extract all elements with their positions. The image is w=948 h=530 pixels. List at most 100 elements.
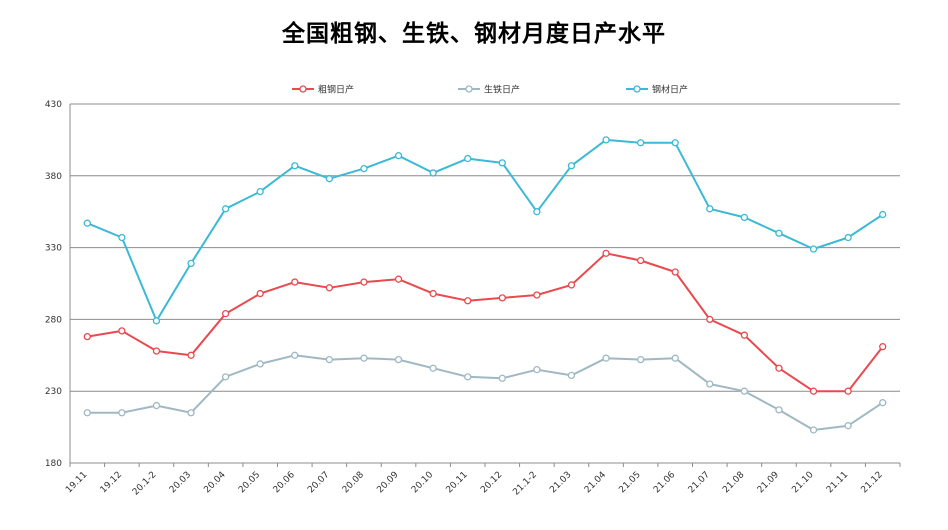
data-point [775, 406, 783, 414]
x-tick-label: 21.09 [756, 470, 781, 495]
data-point [360, 354, 368, 362]
data-point [221, 205, 230, 213]
data-point [533, 208, 541, 216]
data-point [740, 387, 749, 395]
y-tick-label: 230 [45, 387, 62, 397]
data-point [291, 351, 299, 359]
x-tick-label: 20.04 [202, 470, 227, 495]
x-tick-label: 20.12 [479, 470, 504, 495]
data-point [291, 278, 299, 286]
x-tick-label: 21.07 [687, 470, 712, 495]
data-point [775, 229, 783, 237]
data-point [567, 371, 576, 380]
data-point [602, 354, 610, 362]
x-tick-label: 20.1-2 [131, 470, 159, 498]
y-tick-label: 280 [45, 315, 62, 325]
data-point [221, 310, 230, 318]
data-point [360, 164, 368, 173]
legend-label: 粗钢日产 [318, 84, 354, 96]
data-point [498, 374, 506, 382]
data-point [187, 259, 195, 268]
series-line-0 [87, 252, 884, 393]
data-point [464, 373, 472, 381]
x-tick-label: 20.07 [306, 470, 331, 495]
series-line-2 [86, 138, 884, 322]
data-point [809, 387, 818, 395]
data-point [671, 354, 679, 362]
x-tick-label: 21.10 [790, 470, 815, 495]
data-point [394, 152, 403, 160]
data-point [636, 355, 645, 364]
data-point [706, 380, 714, 388]
x-tick-label: 20.06 [272, 470, 297, 495]
data-point [118, 409, 126, 417]
data-point [464, 297, 472, 305]
data-point [775, 364, 783, 372]
legend-label: 生铁日产 [484, 84, 520, 96]
data-point [602, 136, 610, 144]
data-point [256, 187, 264, 196]
data-point [256, 360, 264, 368]
x-tick-label: 20.05 [237, 470, 262, 495]
x-tick-label: 21.11 [825, 470, 850, 495]
data-point [844, 233, 852, 242]
data-point [429, 364, 437, 372]
data-point [83, 409, 91, 417]
x-tick-label: 20.09 [375, 470, 400, 495]
data-point [636, 256, 645, 265]
legend: 粗钢日产 生铁日产 钢材日产 [292, 84, 688, 96]
data-point [567, 281, 576, 289]
data-point [844, 422, 852, 430]
data-point [83, 219, 91, 227]
data-point [429, 289, 437, 298]
data-point [602, 249, 610, 257]
y-tick-label: 330 [45, 244, 62, 254]
data-point [221, 373, 230, 381]
data-point [879, 343, 887, 351]
x-tick-label: 20.08 [341, 470, 366, 495]
data-point [706, 315, 714, 324]
legend-marker [633, 85, 641, 93]
data-point [83, 332, 91, 341]
x-tick-label: 21.12 [860, 470, 885, 495]
data-point [325, 175, 334, 183]
y-tick-label: 180 [45, 459, 62, 469]
data-point [291, 162, 299, 170]
data-point [671, 139, 679, 147]
grid-lines [70, 103, 900, 392]
data-point [879, 399, 887, 407]
data-point [118, 233, 126, 242]
x-tick-label: 20.11 [445, 470, 470, 495]
data-point [533, 366, 541, 374]
data-point [429, 169, 437, 177]
series-layer [83, 136, 887, 434]
data-point [187, 351, 195, 359]
data-point [325, 355, 334, 364]
data-point [740, 213, 749, 222]
x-tick-label: 19.11 [64, 470, 89, 495]
data-point [809, 245, 818, 253]
data-point [464, 154, 472, 163]
data-point [498, 159, 506, 167]
legend-marker [465, 85, 473, 93]
legend-label: 钢材日产 [652, 84, 688, 96]
x-tick-label: 20.03 [168, 470, 193, 495]
data-point [394, 275, 403, 283]
x-tick-label: 20.10 [410, 470, 435, 495]
data-point [118, 327, 126, 335]
data-point [325, 284, 334, 292]
y-tick-label: 380 [45, 172, 62, 182]
data-point [498, 294, 506, 302]
data-point [187, 409, 195, 417]
x-tick-label: 21.1-2 [511, 470, 539, 498]
data-point [879, 210, 887, 219]
data-point [533, 291, 541, 299]
x-tick-label: 21.05 [617, 470, 642, 495]
series-line-1 [87, 354, 884, 431]
chart-title: 全国粗钢、生铁、钢材月度日产水平 [282, 21, 666, 47]
data-point [394, 355, 403, 364]
data-point [809, 426, 818, 434]
data-point [636, 139, 645, 147]
